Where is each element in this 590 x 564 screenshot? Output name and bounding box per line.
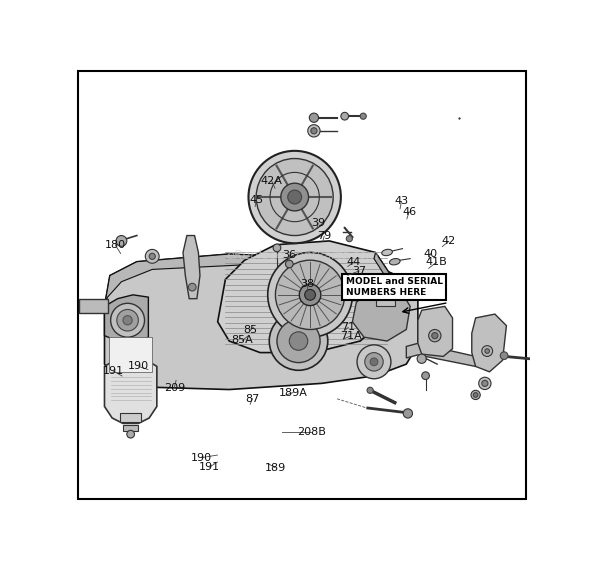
Circle shape (123, 316, 132, 325)
Text: 180: 180 (104, 240, 126, 250)
Circle shape (429, 329, 441, 342)
Bar (123, 425, 139, 431)
Circle shape (360, 113, 366, 119)
Text: 85: 85 (243, 325, 257, 336)
Text: 37: 37 (352, 266, 366, 276)
Circle shape (299, 284, 321, 306)
Text: 208B: 208B (297, 428, 326, 438)
Polygon shape (360, 253, 391, 341)
Polygon shape (352, 287, 410, 341)
Polygon shape (218, 241, 391, 352)
Circle shape (471, 390, 480, 399)
Circle shape (116, 236, 127, 246)
Circle shape (478, 377, 491, 390)
Circle shape (422, 372, 430, 380)
Circle shape (248, 151, 341, 243)
Text: 189A: 189A (279, 387, 308, 398)
Circle shape (269, 312, 328, 371)
Circle shape (188, 283, 196, 291)
Circle shape (308, 125, 320, 137)
Text: 209: 209 (163, 383, 185, 393)
Circle shape (281, 183, 309, 211)
Text: 71A: 71A (340, 331, 362, 341)
Circle shape (309, 113, 319, 122)
Circle shape (111, 303, 145, 337)
Text: 191: 191 (103, 366, 123, 376)
Text: 42: 42 (441, 236, 456, 246)
Text: 190: 190 (191, 453, 212, 462)
Text: 36: 36 (283, 250, 297, 261)
Text: 39: 39 (311, 218, 325, 228)
Circle shape (288, 190, 301, 204)
Polygon shape (407, 343, 480, 367)
Circle shape (256, 158, 333, 236)
Text: 38: 38 (300, 279, 314, 289)
Circle shape (312, 215, 320, 223)
Text: 45: 45 (249, 195, 263, 205)
Circle shape (304, 289, 316, 300)
Text: 43: 43 (394, 196, 408, 206)
Circle shape (357, 345, 391, 379)
Circle shape (370, 358, 378, 365)
Text: 42A: 42A (261, 175, 283, 186)
Circle shape (149, 253, 155, 259)
Text: 85A: 85A (231, 336, 253, 345)
Bar (120, 413, 142, 422)
Circle shape (341, 112, 349, 120)
Text: 190: 190 (128, 362, 149, 372)
Bar (79, 299, 109, 312)
Text: 191: 191 (199, 462, 220, 472)
Text: 87: 87 (245, 394, 260, 404)
Bar (109, 337, 152, 372)
Bar (375, 293, 395, 306)
Circle shape (365, 352, 384, 371)
Circle shape (273, 244, 281, 252)
Polygon shape (104, 254, 418, 390)
Text: eReplacementParts.com: eReplacementParts.com (226, 249, 379, 262)
Circle shape (311, 127, 317, 134)
Circle shape (277, 319, 320, 363)
Circle shape (485, 349, 490, 354)
Circle shape (500, 352, 508, 359)
Text: 41B: 41B (425, 257, 447, 267)
Ellipse shape (389, 258, 400, 265)
Circle shape (286, 260, 293, 268)
Circle shape (403, 409, 412, 418)
Text: MODEL and SERIAL
NUMBERS HERE: MODEL and SERIAL NUMBERS HERE (346, 277, 442, 297)
Polygon shape (418, 306, 453, 356)
Circle shape (367, 387, 373, 394)
Text: 189: 189 (264, 462, 286, 473)
Circle shape (289, 332, 308, 350)
Ellipse shape (382, 249, 392, 255)
Circle shape (268, 253, 352, 337)
Circle shape (127, 430, 135, 438)
Circle shape (309, 212, 324, 227)
Polygon shape (104, 359, 157, 424)
Circle shape (276, 260, 345, 329)
Polygon shape (472, 314, 506, 372)
Circle shape (417, 354, 427, 363)
Polygon shape (104, 254, 418, 306)
Circle shape (482, 346, 493, 356)
Circle shape (117, 310, 139, 331)
Text: 40: 40 (424, 249, 438, 258)
Polygon shape (183, 236, 200, 299)
Circle shape (346, 236, 352, 242)
Circle shape (145, 249, 159, 263)
Text: 46: 46 (402, 207, 416, 217)
Circle shape (482, 380, 488, 386)
Text: 79: 79 (317, 231, 332, 241)
Circle shape (432, 333, 438, 339)
Text: 71: 71 (341, 323, 355, 332)
Circle shape (473, 393, 478, 397)
Text: 44: 44 (346, 257, 360, 267)
Polygon shape (104, 295, 148, 343)
